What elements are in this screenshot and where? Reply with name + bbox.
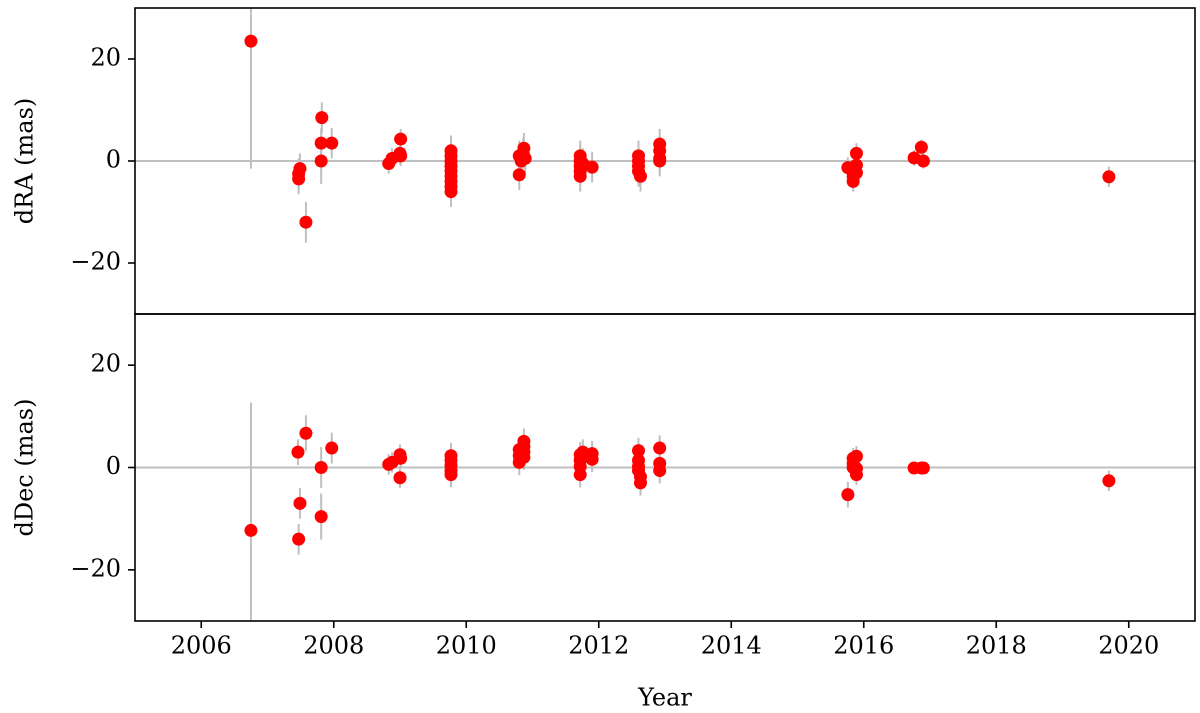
point — [585, 160, 599, 174]
y-tick-label: 0 — [106, 452, 121, 480]
point — [517, 450, 531, 464]
point — [512, 168, 526, 182]
point — [841, 488, 855, 502]
point — [1102, 170, 1116, 184]
point — [244, 523, 258, 537]
y-axis-label: dRA (mas) — [11, 98, 39, 225]
point — [444, 468, 458, 482]
point — [518, 151, 532, 165]
point — [653, 441, 667, 455]
x-tick-label: 2008 — [303, 632, 364, 660]
point — [393, 471, 407, 485]
x-tick-label: 2012 — [568, 632, 629, 660]
point — [299, 426, 313, 440]
point — [293, 496, 307, 510]
point — [633, 169, 647, 183]
point — [314, 461, 328, 474]
x-tick-label: 2016 — [833, 632, 894, 660]
point — [394, 149, 408, 163]
point — [849, 146, 863, 160]
x-axis-label: Year — [637, 684, 692, 712]
point — [653, 464, 667, 478]
y-tick-label: −20 — [70, 248, 121, 276]
x-tick-label: 2018 — [966, 632, 1027, 660]
point — [585, 452, 599, 466]
point — [314, 136, 328, 150]
panel — [135, 8, 1195, 243]
x-tick-label: 2020 — [1098, 632, 1159, 660]
point — [633, 476, 647, 490]
point — [292, 532, 306, 546]
point — [653, 154, 667, 168]
x-tick-label: 2006 — [171, 632, 232, 660]
point — [314, 154, 328, 168]
panel — [135, 402, 1195, 621]
y-axis-label: dDec (mas) — [11, 399, 39, 537]
point — [293, 162, 307, 176]
y-tick-label: 0 — [106, 146, 121, 174]
point — [849, 166, 863, 180]
point — [573, 169, 587, 183]
y-tick-label: 20 — [90, 44, 121, 72]
point — [849, 468, 863, 482]
point — [315, 111, 329, 125]
point — [849, 449, 863, 463]
point — [325, 136, 339, 150]
y-tick-label: −20 — [70, 554, 121, 582]
point — [325, 441, 339, 455]
y-tick-label: 20 — [90, 350, 121, 378]
x-tick-label: 2010 — [436, 632, 497, 660]
point — [573, 468, 587, 482]
point — [394, 451, 408, 465]
point — [916, 461, 930, 475]
point — [314, 510, 328, 524]
point — [1102, 474, 1116, 488]
point — [299, 215, 313, 229]
x-tick-label: 2014 — [701, 632, 762, 660]
point — [244, 34, 258, 48]
point — [632, 444, 645, 458]
point — [291, 445, 305, 459]
point — [914, 140, 928, 154]
point — [916, 154, 930, 168]
point — [394, 132, 408, 146]
point — [444, 185, 458, 199]
